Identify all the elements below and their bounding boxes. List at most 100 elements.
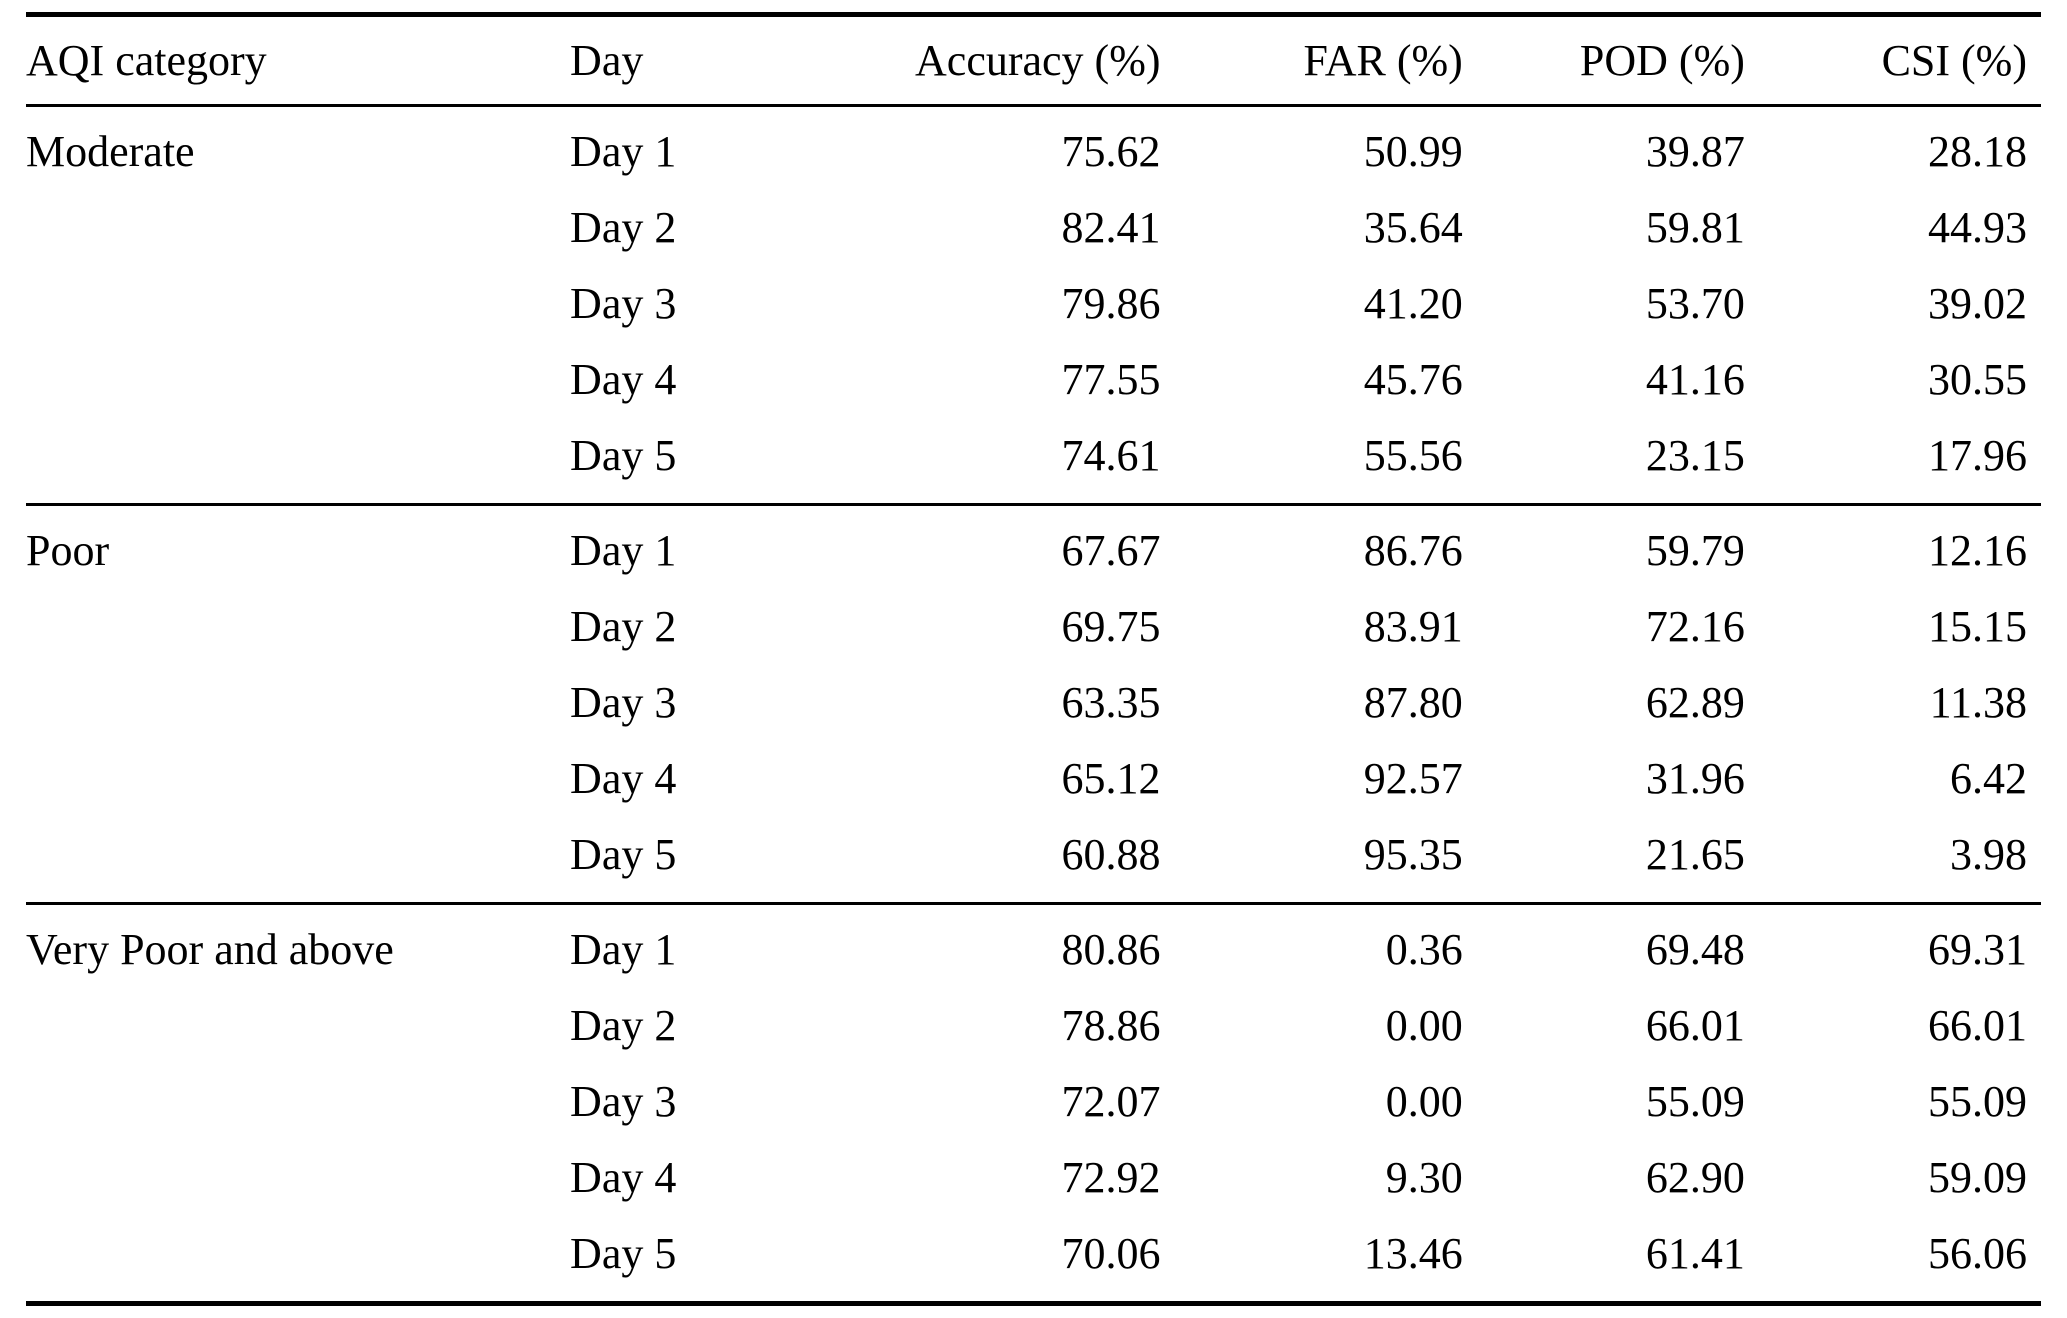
far-cell: 95.35	[1363, 829, 1463, 879]
table-header: AQI category Day Accuracy (%) FAR (%) PO…	[26, 15, 2041, 106]
csi-cell: 55.09	[1928, 1076, 2027, 1126]
accuracy-cell: 67.67	[1061, 525, 1161, 575]
table-row: Day 4 65.12 92.57 31.96 6.42	[26, 742, 2041, 818]
accuracy-cell: 82.41	[1061, 202, 1161, 252]
day-cell: Day 2	[570, 601, 677, 651]
day-cell: Day 4	[570, 1152, 677, 1202]
table-row: Very Poor and above Day 1 80.86 0.36 69.…	[26, 903, 2041, 989]
category-cell-empty	[26, 1065, 570, 1141]
pod-cell: 53.70	[1645, 278, 1745, 328]
far-cell: 0.00	[1385, 1076, 1463, 1126]
pod-cell: 39.87	[1645, 126, 1745, 176]
accuracy-cell: 63.35	[1061, 677, 1161, 727]
table-row: Day 3 63.35 87.80 62.89 11.38	[26, 666, 2041, 742]
day-cell: Day 5	[570, 1228, 677, 1278]
far-cell: 0.00	[1385, 1001, 1463, 1051]
accuracy-cell: 79.86	[1061, 278, 1161, 328]
table-row: Day 3 79.86 41.20 53.70 39.02	[26, 267, 2041, 343]
accuracy-cell: 69.75	[1061, 601, 1161, 651]
category-cell: Very Poor and above	[26, 924, 394, 974]
table-row: Day 4 72.92 9.30 62.90 59.09	[26, 1141, 2041, 1217]
table-row: Day 4 77.55 45.76 41.16 30.55	[26, 343, 2041, 419]
group-very-poor-and-above: Very Poor and above Day 1 80.86 0.36 69.…	[26, 903, 2041, 1303]
category-cell-empty	[26, 818, 570, 904]
accuracy-cell: 72.92	[1061, 1152, 1161, 1202]
category-cell-empty	[26, 1141, 570, 1217]
far-cell: 0.36	[1385, 924, 1463, 974]
csi-cell: 15.15	[1928, 601, 2027, 651]
pod-cell: 62.89	[1645, 677, 1745, 727]
aqi-verification-table: AQI category Day Accuracy (%) FAR (%) PO…	[26, 12, 2041, 1306]
table-row: Day 2 69.75 83.91 72.16 15.15	[26, 590, 2041, 666]
day-cell: Day 2	[570, 202, 677, 252]
far-cell: 50.99	[1363, 126, 1463, 176]
table-row: Poor Day 1 67.67 86.76 59.79 12.16	[26, 504, 2041, 590]
day-cell: Day 2	[570, 1001, 677, 1051]
table-row: Day 2 82.41 35.64 59.81 44.93	[26, 191, 2041, 267]
pod-cell: 23.15	[1645, 430, 1745, 480]
accuracy-cell: 74.61	[1061, 430, 1161, 480]
col-header-csi: CSI (%)	[1881, 36, 2027, 85]
pod-cell: 72.16	[1645, 601, 1745, 651]
pod-cell: 69.48	[1645, 924, 1745, 974]
csi-cell: 69.31	[1928, 924, 2027, 974]
category-cell-empty	[26, 590, 570, 666]
header-row: AQI category Day Accuracy (%) FAR (%) PO…	[26, 15, 2041, 106]
pod-cell: 59.81	[1645, 202, 1745, 252]
far-cell: 13.46	[1363, 1228, 1463, 1278]
group-moderate: Moderate Day 1 75.62 50.99 39.87 28.18 D…	[26, 105, 2041, 504]
csi-cell: 30.55	[1928, 354, 2027, 404]
day-cell: Day 3	[570, 278, 677, 328]
csi-cell: 39.02	[1928, 278, 2027, 328]
col-header-pod: POD (%)	[1579, 36, 1745, 85]
table-row: Day 5 74.61 55.56 23.15 17.96	[26, 419, 2041, 505]
far-cell: 92.57	[1363, 753, 1463, 803]
far-cell: 55.56	[1363, 430, 1463, 480]
category-cell-empty	[26, 191, 570, 267]
category-cell-empty	[26, 343, 570, 419]
far-cell: 9.30	[1385, 1152, 1463, 1202]
accuracy-cell: 78.86	[1061, 1001, 1161, 1051]
day-cell: Day 1	[570, 924, 677, 974]
day-cell: Day 5	[570, 829, 677, 879]
csi-cell: 59.09	[1928, 1152, 2027, 1202]
csi-cell: 3.98	[1950, 829, 2027, 879]
far-cell: 35.64	[1363, 202, 1463, 252]
category-cell-empty	[26, 989, 570, 1065]
pod-cell: 55.09	[1645, 1076, 1745, 1126]
accuracy-cell: 60.88	[1061, 829, 1161, 879]
col-header-far: FAR (%)	[1303, 36, 1463, 85]
day-cell: Day 4	[570, 753, 677, 803]
category-cell: Moderate	[26, 126, 195, 176]
far-cell: 87.80	[1363, 677, 1463, 727]
csi-cell: 28.18	[1928, 126, 2027, 176]
far-cell: 45.76	[1363, 354, 1463, 404]
category-cell: Poor	[26, 525, 110, 575]
day-cell: Day 4	[570, 354, 677, 404]
far-cell: 41.20	[1363, 278, 1463, 328]
col-header-day: Day	[570, 36, 644, 85]
accuracy-cell: 70.06	[1061, 1228, 1161, 1278]
accuracy-cell: 65.12	[1061, 753, 1161, 803]
table-row: Day 5 60.88 95.35 21.65 3.98	[26, 818, 2041, 904]
col-header-accuracy: Accuracy (%)	[915, 36, 1161, 85]
pod-cell: 21.65	[1645, 829, 1745, 879]
csi-cell: 11.38	[1929, 677, 2027, 727]
group-poor: Poor Day 1 67.67 86.76 59.79 12.16 Day 2…	[26, 504, 2041, 903]
pod-cell: 31.96	[1645, 753, 1745, 803]
accuracy-cell: 77.55	[1061, 354, 1161, 404]
category-cell-empty	[26, 267, 570, 343]
table-row: Day 3 72.07 0.00 55.09 55.09	[26, 1065, 2041, 1141]
table-row: Moderate Day 1 75.62 50.99 39.87 28.18	[26, 105, 2041, 191]
day-cell: Day 3	[570, 1076, 677, 1126]
table-row: Day 2 78.86 0.00 66.01 66.01	[26, 989, 2041, 1065]
pod-cell: 59.79	[1645, 525, 1745, 575]
day-cell: Day 3	[570, 677, 677, 727]
category-cell-empty	[26, 1217, 570, 1304]
far-cell: 83.91	[1363, 601, 1463, 651]
category-cell-empty	[26, 419, 570, 505]
day-cell: Day 1	[570, 525, 677, 575]
pod-cell: 61.41	[1645, 1228, 1745, 1278]
accuracy-cell: 75.62	[1061, 126, 1161, 176]
